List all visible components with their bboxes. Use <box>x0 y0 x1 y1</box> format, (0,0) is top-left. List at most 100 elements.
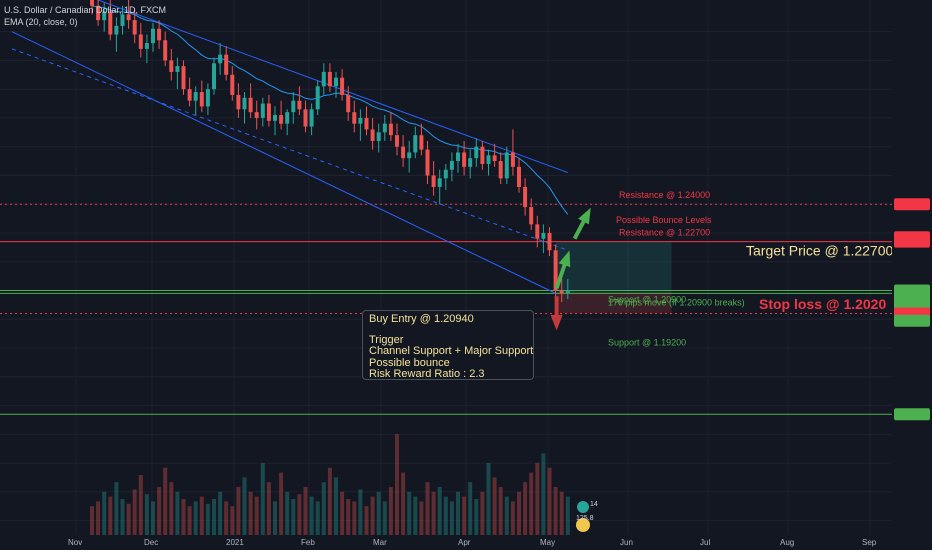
candle-body <box>559 290 564 294</box>
axis-tag-support-3[interactable] <box>894 408 930 421</box>
time-tick-label: Apr <box>458 538 471 547</box>
volume-bar <box>151 501 155 535</box>
volume-bar <box>456 491 460 535</box>
volume-bar <box>565 496 570 535</box>
volume-bar <box>242 477 247 535</box>
volume-bar <box>315 501 320 535</box>
volume-bar <box>193 501 198 535</box>
candle-body <box>151 28 155 44</box>
risk-reward-boxes <box>555 241 672 314</box>
candle-body <box>132 20 137 35</box>
volume-bar <box>321 482 326 535</box>
candle-body <box>352 112 357 124</box>
resistance-label-2: Resistance @ 1.22700 <box>619 228 710 238</box>
time-tick-label: Jul <box>700 538 710 547</box>
volume-bar <box>529 472 534 535</box>
volume-bar <box>297 494 302 535</box>
volume-bar <box>443 496 448 535</box>
ema-label[interactable]: EMA (20, close, 0) <box>4 17 78 27</box>
price-channel[interactable] <box>11 0 568 294</box>
candle-body <box>456 152 460 162</box>
volume-bar <box>413 496 418 535</box>
channel-mid-line[interactable] <box>11 48 568 251</box>
emoji-badge[interactable]: 14 125.8 <box>574 498 600 534</box>
candle-body <box>321 71 326 87</box>
time-tick-label: Nov <box>68 538 82 547</box>
bounce-label: Possible Bounce Levels <box>616 215 712 225</box>
candle-body <box>327 71 332 87</box>
volume-bar <box>199 496 204 535</box>
profit-zone <box>555 241 672 293</box>
axis-tag-extra-2[interactable] <box>894 297 930 310</box>
candle-body <box>212 63 216 90</box>
candle-body <box>480 146 485 164</box>
candle-body <box>175 66 180 72</box>
candle-body <box>218 54 223 64</box>
trade-note-box[interactable]: Buy Entry @ 1.20940 Trigger Channel Supp… <box>362 310 534 380</box>
candle-body <box>315 86 320 110</box>
candle-body <box>248 97 253 113</box>
chart-legend[interactable]: U.S. Dollar / Canadian Dollar, 1D, FXCM … <box>4 4 166 28</box>
volume-bar <box>309 496 314 535</box>
candle-body <box>388 123 393 136</box>
volume-bar <box>486 463 491 535</box>
candle-body <box>425 149 430 176</box>
candle-body <box>382 123 387 133</box>
volume-bar <box>504 496 509 535</box>
axis-tag-resistance-2[interactable] <box>894 235 930 248</box>
badge-count: 14 <box>590 501 598 508</box>
volume-bar <box>175 491 180 535</box>
candle-body <box>462 152 467 167</box>
volume-bar <box>510 501 515 535</box>
grid <box>0 0 892 535</box>
candle-body <box>303 109 308 127</box>
volume-bar <box>407 491 412 535</box>
resistance-label-1: Resistance @ 1.24000 <box>619 190 710 200</box>
volume-bar <box>468 482 473 535</box>
candle-body <box>120 14 125 26</box>
candle-body <box>449 161 454 170</box>
volume-bar <box>382 501 387 535</box>
volume-bar <box>474 499 479 535</box>
volume-bar <box>138 475 143 535</box>
time-tick-label: Aug <box>780 538 794 547</box>
candle-body <box>419 135 424 150</box>
loss-zone <box>555 292 672 314</box>
volume-bar <box>327 467 332 535</box>
candle-body <box>236 94 241 110</box>
channel-upper-line[interactable] <box>12 0 568 174</box>
volume-bar <box>553 487 558 535</box>
volume-bar <box>285 491 290 535</box>
candle-body <box>199 92 204 107</box>
candle-body <box>535 224 540 239</box>
candle-body <box>144 43 149 49</box>
candle-body <box>254 112 259 118</box>
candle-body <box>364 117 369 130</box>
time-tick-label: Mar <box>373 538 387 547</box>
volume-bar <box>224 501 229 535</box>
candle-body <box>517 166 521 187</box>
candle-body <box>163 40 168 61</box>
note-line-trigger: Trigger <box>369 333 404 346</box>
volume-bar <box>212 499 216 535</box>
volume-bar <box>163 467 168 535</box>
channel-lower-line[interactable] <box>11 31 556 294</box>
support-label-2: Support @ 1.19200 <box>608 337 686 347</box>
axis-bg <box>892 0 932 550</box>
volume-bar <box>425 482 430 535</box>
volume-bar <box>547 467 552 535</box>
candle-body <box>291 100 296 113</box>
ema-line <box>91 5 569 215</box>
candle-body <box>468 158 473 167</box>
axis-tag-resistance-1[interactable] <box>894 198 930 211</box>
candle-body <box>114 25 119 35</box>
volume-bar <box>370 496 375 535</box>
price-axis[interactable] <box>892 0 932 550</box>
symbol-label[interactable]: U.S. Dollar / Canadian Dollar, 1D, FXCM <box>4 5 167 15</box>
candlesticks <box>90 0 570 305</box>
volume-bar <box>419 501 424 535</box>
axis-tag-support-2[interactable] <box>894 314 930 327</box>
candle-body <box>279 115 284 124</box>
candle-body <box>334 77 338 87</box>
